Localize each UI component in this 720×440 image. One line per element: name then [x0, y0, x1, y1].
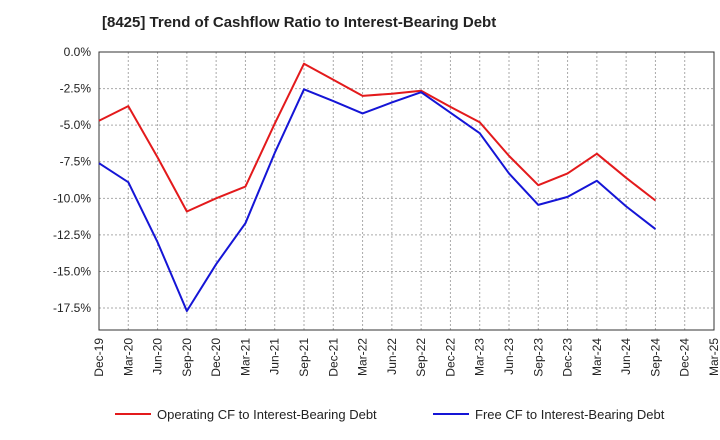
series-line-2 — [98, 88, 657, 312]
x-tick-label: Jun-24 — [619, 338, 633, 375]
x-tick-label: Dec-21 — [326, 338, 340, 377]
x-tick-label: Sep-24 — [648, 338, 662, 377]
x-tick-label: Mar-22 — [356, 338, 370, 376]
x-tick-label: Jun-21 — [268, 338, 282, 375]
x-tick-label: Sep-23 — [531, 338, 545, 377]
y-tick-label: -17.5% — [53, 301, 91, 315]
x-tick-label: Jun-22 — [385, 338, 399, 375]
x-tick-label: Sep-20 — [180, 338, 194, 377]
plot-area — [99, 52, 714, 330]
legend-label: Free CF to Interest-Bearing Debt — [475, 407, 665, 422]
legend-label: Operating CF to Interest-Bearing Debt — [157, 407, 377, 422]
x-tick-label: Jun-20 — [151, 338, 165, 375]
x-tick-label: Mar-25 — [707, 338, 720, 376]
x-tick-label: Mar-23 — [473, 338, 487, 376]
y-tick-label: -10.0% — [53, 191, 91, 205]
x-tick-label: Sep-22 — [414, 338, 428, 377]
y-tick-label: -2.5% — [60, 82, 92, 96]
y-tick-label: -15.0% — [53, 264, 91, 278]
x-tick-label: Dec-19 — [92, 338, 106, 377]
x-tick-label: Dec-22 — [443, 338, 457, 377]
y-tick-label: -7.5% — [60, 155, 92, 169]
plot-frame — [98, 51, 715, 331]
x-tick-label: Sep-21 — [297, 338, 311, 377]
series-line-1 — [98, 62, 657, 213]
y-tick-label: 0.0% — [64, 45, 92, 59]
x-tick-label: Mar-20 — [121, 338, 135, 376]
x-tick-label: Dec-20 — [209, 338, 223, 377]
x-tick-label: Dec-23 — [561, 338, 575, 377]
x-tick-label: Mar-24 — [590, 338, 604, 376]
x-tick-label: Jun-23 — [502, 338, 516, 375]
y-tick-label: -5.0% — [60, 118, 92, 132]
x-tick-label: Mar-21 — [238, 338, 252, 376]
chart-title: [8425] Trend of Cashflow Ratio to Intere… — [102, 14, 497, 31]
x-tick-label: Dec-24 — [678, 338, 692, 377]
y-tick-label: -12.5% — [53, 228, 91, 242]
